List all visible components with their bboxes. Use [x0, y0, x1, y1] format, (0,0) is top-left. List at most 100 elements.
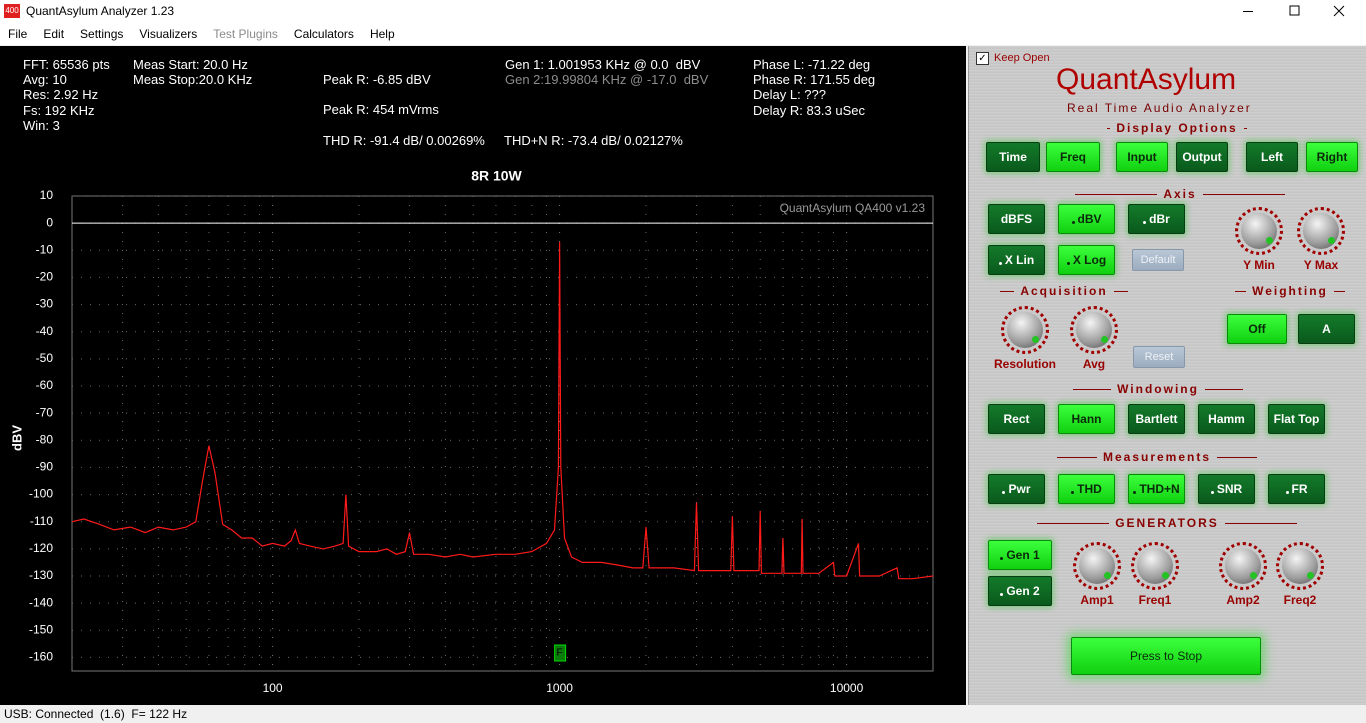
- toggle-button[interactable]: Rect: [988, 404, 1045, 434]
- toggle-button[interactable]: Input: [1116, 142, 1168, 172]
- section-rule: [1075, 193, 1158, 195]
- button-label: Gen 1: [1006, 548, 1040, 562]
- button-label: Hann: [1071, 412, 1102, 426]
- toggle-button[interactable]: Right: [1306, 142, 1358, 172]
- window-controls: [1243, 5, 1345, 17]
- keep-open-checkbox[interactable]: ✓: [976, 52, 989, 65]
- section-label: Weighting: [1252, 284, 1328, 298]
- menu-item[interactable]: Edit: [43, 27, 65, 41]
- knob-body: [1137, 548, 1173, 584]
- knob[interactable]: [1131, 542, 1179, 590]
- section-title: Measurements: [1051, 450, 1263, 464]
- section-rule: [1057, 456, 1097, 458]
- knob-indicator: [1250, 572, 1257, 579]
- knob-body: [1303, 213, 1339, 249]
- knob[interactable]: [1276, 542, 1324, 590]
- button-label: Freq: [1059, 150, 1086, 164]
- y-tick-label: -90: [36, 460, 54, 474]
- button-label: Hamm: [1208, 412, 1245, 426]
- maximize-button[interactable]: [1289, 5, 1300, 16]
- button-label: X Log: [1072, 253, 1107, 267]
- button-label: X Lin: [1004, 253, 1035, 267]
- button-label: Right: [1316, 150, 1348, 164]
- stat-text: Peak R: -6.85 dBV: [323, 72, 431, 87]
- toggle-button[interactable]: SNR: [1198, 474, 1255, 504]
- knob-label: Freq1: [1138, 593, 1172, 607]
- button-label: Output: [1182, 150, 1222, 164]
- section-rule: [1204, 388, 1243, 390]
- chart-title: 8R 10W: [471, 168, 522, 184]
- stat-text: Avg: 10: [23, 72, 67, 88]
- knob[interactable]: [1001, 306, 1049, 354]
- knob-label: Freq2: [1283, 593, 1317, 607]
- knob[interactable]: [1235, 207, 1283, 255]
- toggle-button[interactable]: Time: [986, 142, 1040, 172]
- toggle-button[interactable]: A: [1298, 314, 1355, 344]
- button-label: THD+N: [1139, 482, 1180, 496]
- button-label: Off: [1248, 322, 1266, 336]
- knob-body: [1007, 312, 1043, 348]
- button-label: A: [1322, 322, 1331, 336]
- toggle-button[interactable]: Flat Top: [1268, 404, 1325, 434]
- knob[interactable]: [1070, 306, 1118, 354]
- toggle-button[interactable]: Output: [1176, 142, 1228, 172]
- button-dot: [1133, 490, 1137, 494]
- toggle-button[interactable]: X Lin: [988, 245, 1045, 275]
- section-rule: [1107, 127, 1111, 129]
- toggle-button[interactable]: Hamm: [1198, 404, 1255, 434]
- toggle-button[interactable]: Freq: [1046, 142, 1100, 172]
- section-rule: [1243, 127, 1248, 129]
- y-tick-label: 0: [46, 215, 53, 229]
- toggle-button[interactable]: dBr: [1128, 204, 1185, 234]
- knob[interactable]: [1073, 542, 1121, 590]
- toggle-button[interactable]: Gen 1: [988, 540, 1052, 570]
- menu-item[interactable]: Calculators: [293, 27, 354, 41]
- section-title: Display Options: [1101, 121, 1253, 135]
- toggle-button[interactable]: Off: [1227, 314, 1287, 344]
- button-label: Rect: [1003, 412, 1030, 426]
- button-dot: [1143, 220, 1147, 224]
- knob-indicator: [1266, 237, 1273, 244]
- y-tick-label: -160: [29, 650, 53, 664]
- knob[interactable]: [1219, 542, 1267, 590]
- menu-item[interactable]: Settings: [80, 27, 124, 41]
- button-dot: [1285, 490, 1289, 494]
- button-label: Time: [999, 150, 1027, 164]
- toggle-button[interactable]: X Log: [1058, 245, 1115, 275]
- menu-item[interactable]: Help: [369, 27, 395, 41]
- knob-body: [1079, 548, 1115, 584]
- button-dot: [1000, 556, 1004, 560]
- section-rule: [1224, 522, 1298, 524]
- stat-text: FFT: 65536 pts: [23, 57, 110, 72]
- menu-item[interactable]: Visualizers: [139, 27, 198, 41]
- y-tick-label: -120: [29, 541, 53, 555]
- button-label: dBV: [1077, 212, 1102, 226]
- stat-text: THD+N R: -73.4 dB/ 0.02127%: [504, 133, 683, 148]
- y-tick-label: -60: [36, 378, 54, 392]
- toggle-button[interactable]: THD: [1058, 474, 1115, 504]
- section-title: Weighting: [1229, 284, 1351, 298]
- knob-indicator: [1032, 336, 1039, 343]
- toggle-button[interactable]: FR: [1268, 474, 1325, 504]
- toggle-button[interactable]: Left: [1246, 142, 1298, 172]
- stat-text: Meas Start: 20.0 Hz: [133, 57, 248, 72]
- toggle-button[interactable]: dBV: [1058, 204, 1115, 234]
- toggle-button[interactable]: THD+N: [1128, 474, 1185, 504]
- section-label: Display Options: [1116, 121, 1238, 135]
- knob[interactable]: [1297, 207, 1345, 255]
- toggle-button[interactable]: Gen 2: [988, 576, 1052, 606]
- stop-button[interactable]: Press to Stop: [1071, 637, 1261, 675]
- knob-label: Y Min: [1243, 258, 1275, 272]
- toggle-button[interactable]: Pwr: [988, 474, 1045, 504]
- toggle-button[interactable]: Hann: [1058, 404, 1115, 434]
- knob-body: [1241, 213, 1277, 249]
- menu-item[interactable]: File: [8, 27, 28, 41]
- button-dot: [1210, 490, 1214, 494]
- toggle-button[interactable]: dBFS: [988, 204, 1045, 234]
- y-tick-label: -100: [29, 487, 53, 501]
- knob-indicator: [1101, 336, 1108, 343]
- y-tick-label: -70: [36, 405, 54, 419]
- toggle-button[interactable]: Bartlett: [1128, 404, 1185, 434]
- close-button[interactable]: [1333, 5, 1345, 17]
